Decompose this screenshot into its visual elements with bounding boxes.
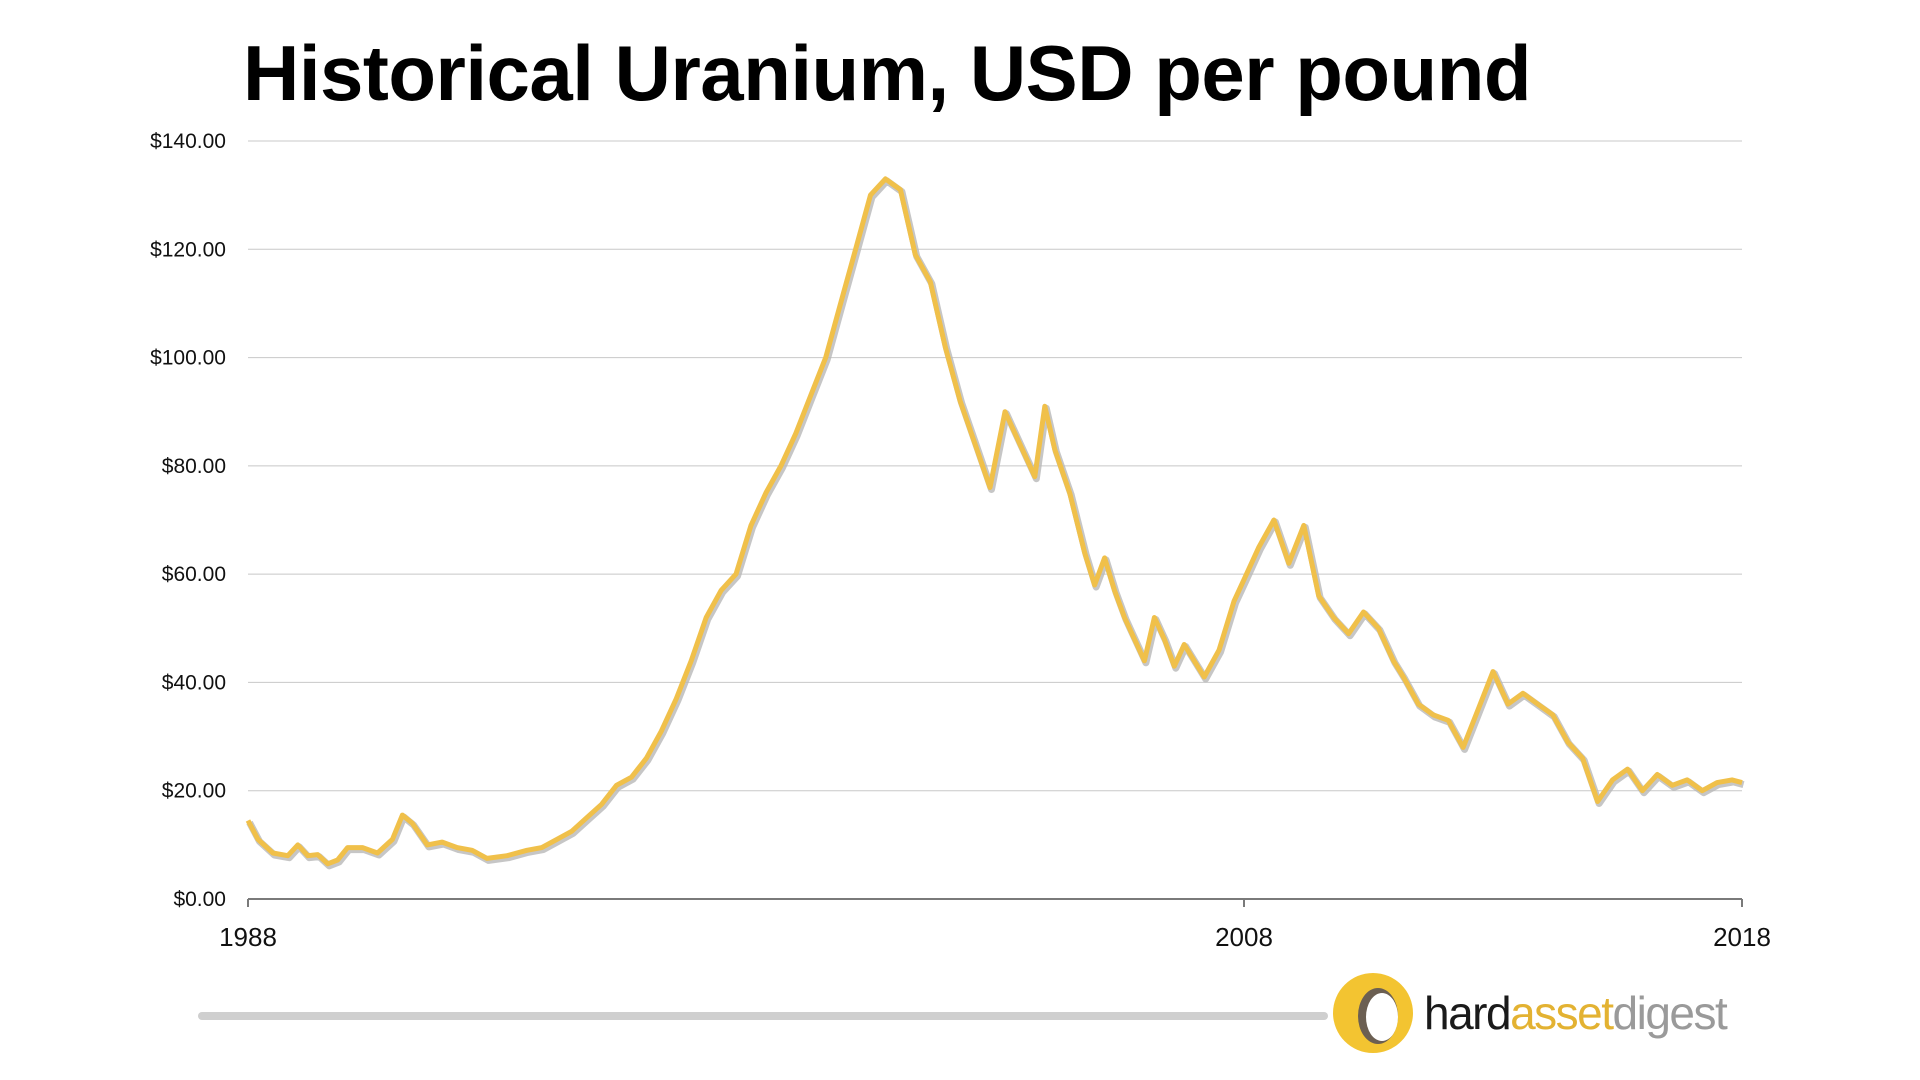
hardassetdigest-logo: hardassetdigest — [1330, 968, 1728, 1058]
logo-wordmark: hardassetdigest — [1424, 986, 1728, 1040]
logo-word-digest: digest — [1612, 987, 1728, 1039]
series-layer — [245, 176, 1745, 870]
y-tick-label: $140.00 — [150, 130, 226, 153]
logo-word-hard: hard — [1424, 987, 1512, 1039]
y-tick-label: $60.00 — [162, 563, 226, 586]
y-tick-label: $20.00 — [162, 780, 226, 803]
line-chart: $0.00 $20.00 $40.00 $60.00 $80.00 $100.00 $120… — [150, 130, 1771, 952]
x-tick-label: 2018 — [1713, 922, 1771, 952]
series-line-shadow — [246, 177, 1745, 870]
y-tick-label: $0.00 — [173, 888, 226, 911]
y-tick-label: $100.00 — [150, 347, 226, 370]
gridlines — [248, 140, 1742, 900]
logo-ring-icon — [1333, 973, 1413, 1053]
x-axis-ticks: 1988 2008 2018 — [219, 899, 1771, 952]
x-tick-label: 2008 — [1215, 922, 1273, 952]
logo-word-asset: asset — [1510, 987, 1614, 1039]
footer-rule — [198, 1012, 1328, 1020]
x-tick-label: 1988 — [219, 922, 277, 952]
y-tick-label: $40.00 — [162, 671, 226, 694]
series-line — [245, 176, 1743, 867]
y-tick-label: $80.00 — [162, 455, 226, 478]
y-tick-label: $120.00 — [150, 238, 226, 261]
y-axis-ticks: $0.00 $20.00 $40.00 $60.00 $80.00 $100.00 $120… — [150, 130, 226, 911]
chart-title: Historical Uranium, USD per pound — [243, 29, 1531, 117]
